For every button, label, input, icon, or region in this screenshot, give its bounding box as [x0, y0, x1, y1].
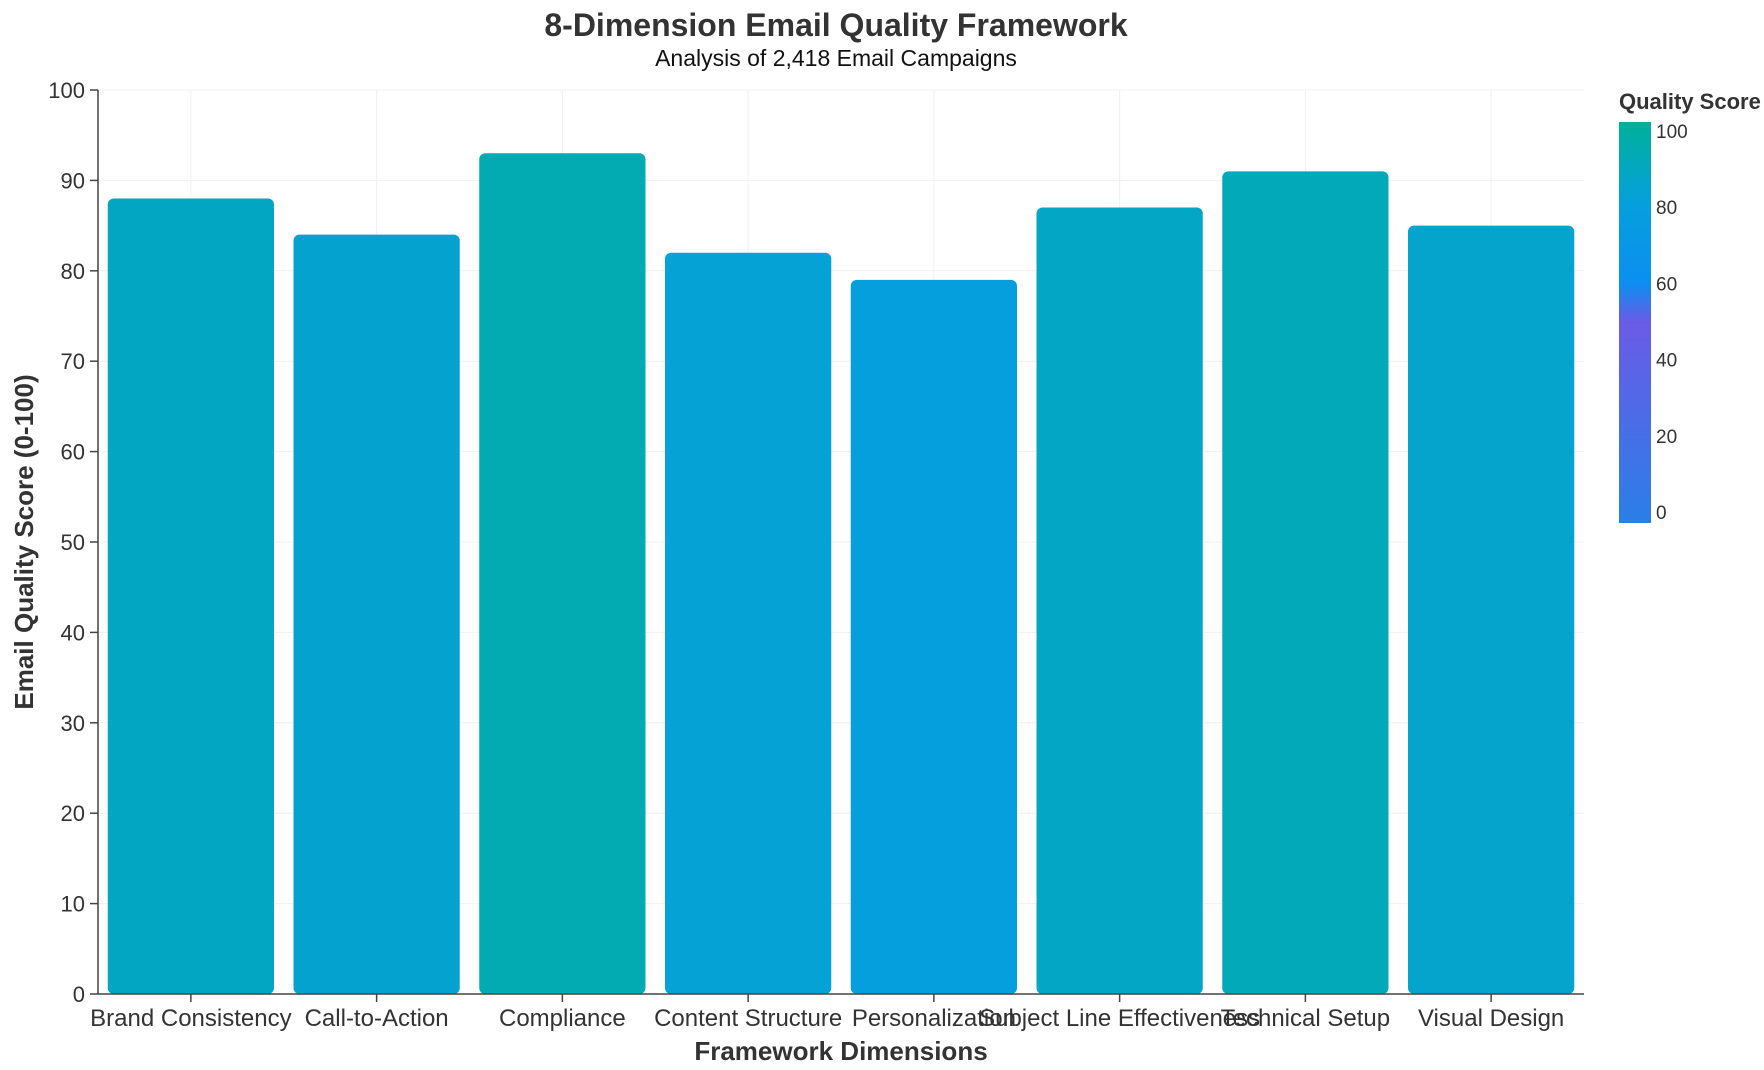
bar-subject-line-effectiveness[interactable]	[1036, 207, 1203, 994]
legend-tick-label: 100	[1656, 122, 1688, 143]
y-tick-label: 70	[61, 349, 85, 374]
y-tick-label: 30	[61, 711, 85, 736]
x-tick-label: Call-to-Action	[305, 1005, 449, 1032]
bar-technical-setup[interactable]	[1222, 171, 1389, 995]
y-tick-label: 60	[61, 440, 85, 465]
bar-call-to-action[interactable]	[293, 234, 460, 994]
legend-tick-label: 60	[1656, 274, 1677, 295]
x-tick-label: Personalization	[852, 1005, 1016, 1032]
y-tick-label: 10	[61, 892, 85, 917]
bars	[107, 153, 1575, 995]
bar-personalization[interactable]	[850, 279, 1017, 995]
y-tick-label: 20	[61, 801, 85, 826]
x-axis-ticks: Brand Consistency Call-to-Action Complianc…	[90, 994, 1564, 1032]
x-axis-title: Framework Dimensions	[694, 1036, 987, 1066]
chart-title: 8-Dimension Email Quality Framework	[544, 7, 1127, 43]
bar-brand-consistency[interactable]	[107, 198, 274, 995]
y-axis-title: Email Quality Score (0-100)	[9, 374, 39, 709]
x-tick-label: Brand Consistency	[90, 1005, 291, 1032]
chart-subtitle: Analysis of 2,418 Email Campaigns	[655, 45, 1017, 71]
y-tick-label: 90	[61, 168, 85, 193]
legend-title: Quality Score	[1619, 89, 1761, 114]
legend-tick-label: 80	[1656, 198, 1677, 219]
legend-tick-label: 0	[1656, 503, 1667, 524]
y-tick-label: 0	[73, 982, 85, 1007]
x-tick-label: Subject Line Effectiveness	[979, 1005, 1260, 1032]
x-tick-label: Technical Setup	[1221, 1005, 1390, 1032]
legend-color-bar	[1619, 122, 1651, 523]
legend-tick-label: 40	[1656, 351, 1677, 372]
y-tick-label: 50	[61, 530, 85, 555]
x-tick-label: Visual Design	[1418, 1005, 1564, 1032]
color-legend: Quality Score 0 20 40 60 80 100	[1619, 89, 1761, 524]
x-tick-label: Compliance	[499, 1005, 626, 1032]
y-axis-ticks: 0 10 20 30 40 50 60 70 80 90 100	[48, 78, 98, 1007]
bar-visual-design[interactable]	[1408, 225, 1575, 995]
bar-compliance[interactable]	[479, 153, 646, 994]
y-tick-label: 100	[48, 78, 85, 103]
y-tick-label: 80	[61, 259, 85, 284]
legend-tick-label: 20	[1656, 427, 1677, 448]
legend-ticks: 0 20 40 60 80 100	[1656, 122, 1688, 524]
y-tick-label: 40	[61, 620, 85, 645]
x-tick-label: Content Structure	[654, 1005, 842, 1032]
bar-content-structure[interactable]	[665, 252, 832, 995]
